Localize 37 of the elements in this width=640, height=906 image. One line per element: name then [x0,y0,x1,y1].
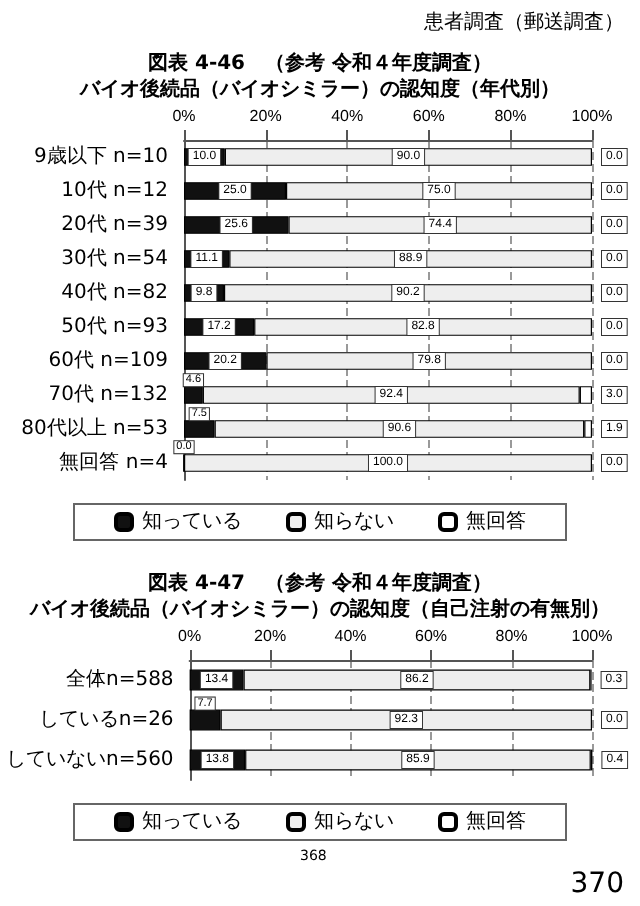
y-tick-label: 30代 n=54 [61,248,168,270]
x-tick-label: 40% [334,627,367,645]
x-tick-label: 80% [494,107,527,125]
y-tick-label: 60代 n=109 [48,350,168,372]
legend-label: 知らない [314,509,394,533]
x-tick-label: 0% [178,627,202,645]
x-tick-label: 100% [571,107,613,125]
y-tick-label: 全体n=588 [65,667,174,691]
chart-title: 図表 4-47 （参考 令和４年度調査） [148,571,492,595]
text: 患者調査（郵送調査） [424,9,624,36]
y-tick-label: 50代 n=93 [61,316,168,338]
y-tick-label: 無回答 n=4 [59,450,168,474]
chart-subtitle: バイオ後続品（バイオシミラー）の認知度（自己注射の有無別） [28,597,610,621]
text: 370 [570,868,624,900]
x-tick-label: 40% [331,107,364,125]
chart-subtitle: バイオ後続品（バイオシミラー）の認知度（年代別） [78,77,560,101]
y-tick-label: しているn=26 [38,709,174,731]
x-tick-label: 80% [495,627,528,645]
y-tick-label: 9歳以下 n=10 [34,144,168,168]
chart-title: 図表 4-46 （参考 令和４年度調査） [148,51,492,75]
x-tick-label: 20% [254,627,287,645]
y-tick-label: していないn=560 [5,749,174,771]
legend-label: 知らない [314,809,394,833]
x-tick-label: 20% [249,107,282,125]
x-tick-label: 60% [415,627,448,645]
legend-label: 無回答 [466,809,526,833]
y-tick-label: 80代以上 n=53 [21,416,168,440]
y-tick-label: 40代 n=82 [61,282,168,304]
y-tick-label: 10代 n=12 [61,180,168,202]
x-tick-label: 100% [571,627,613,645]
x-tick-label: 60% [412,107,445,125]
legend-label: 知っている [142,809,242,833]
y-tick-label: 70代 n=132 [48,384,168,406]
y-tick-label: 20代 n=39 [61,214,168,236]
legend-label: 知っている [142,509,242,533]
legend-label: 無回答 [466,509,526,533]
x-tick-label: 0% [172,107,196,125]
